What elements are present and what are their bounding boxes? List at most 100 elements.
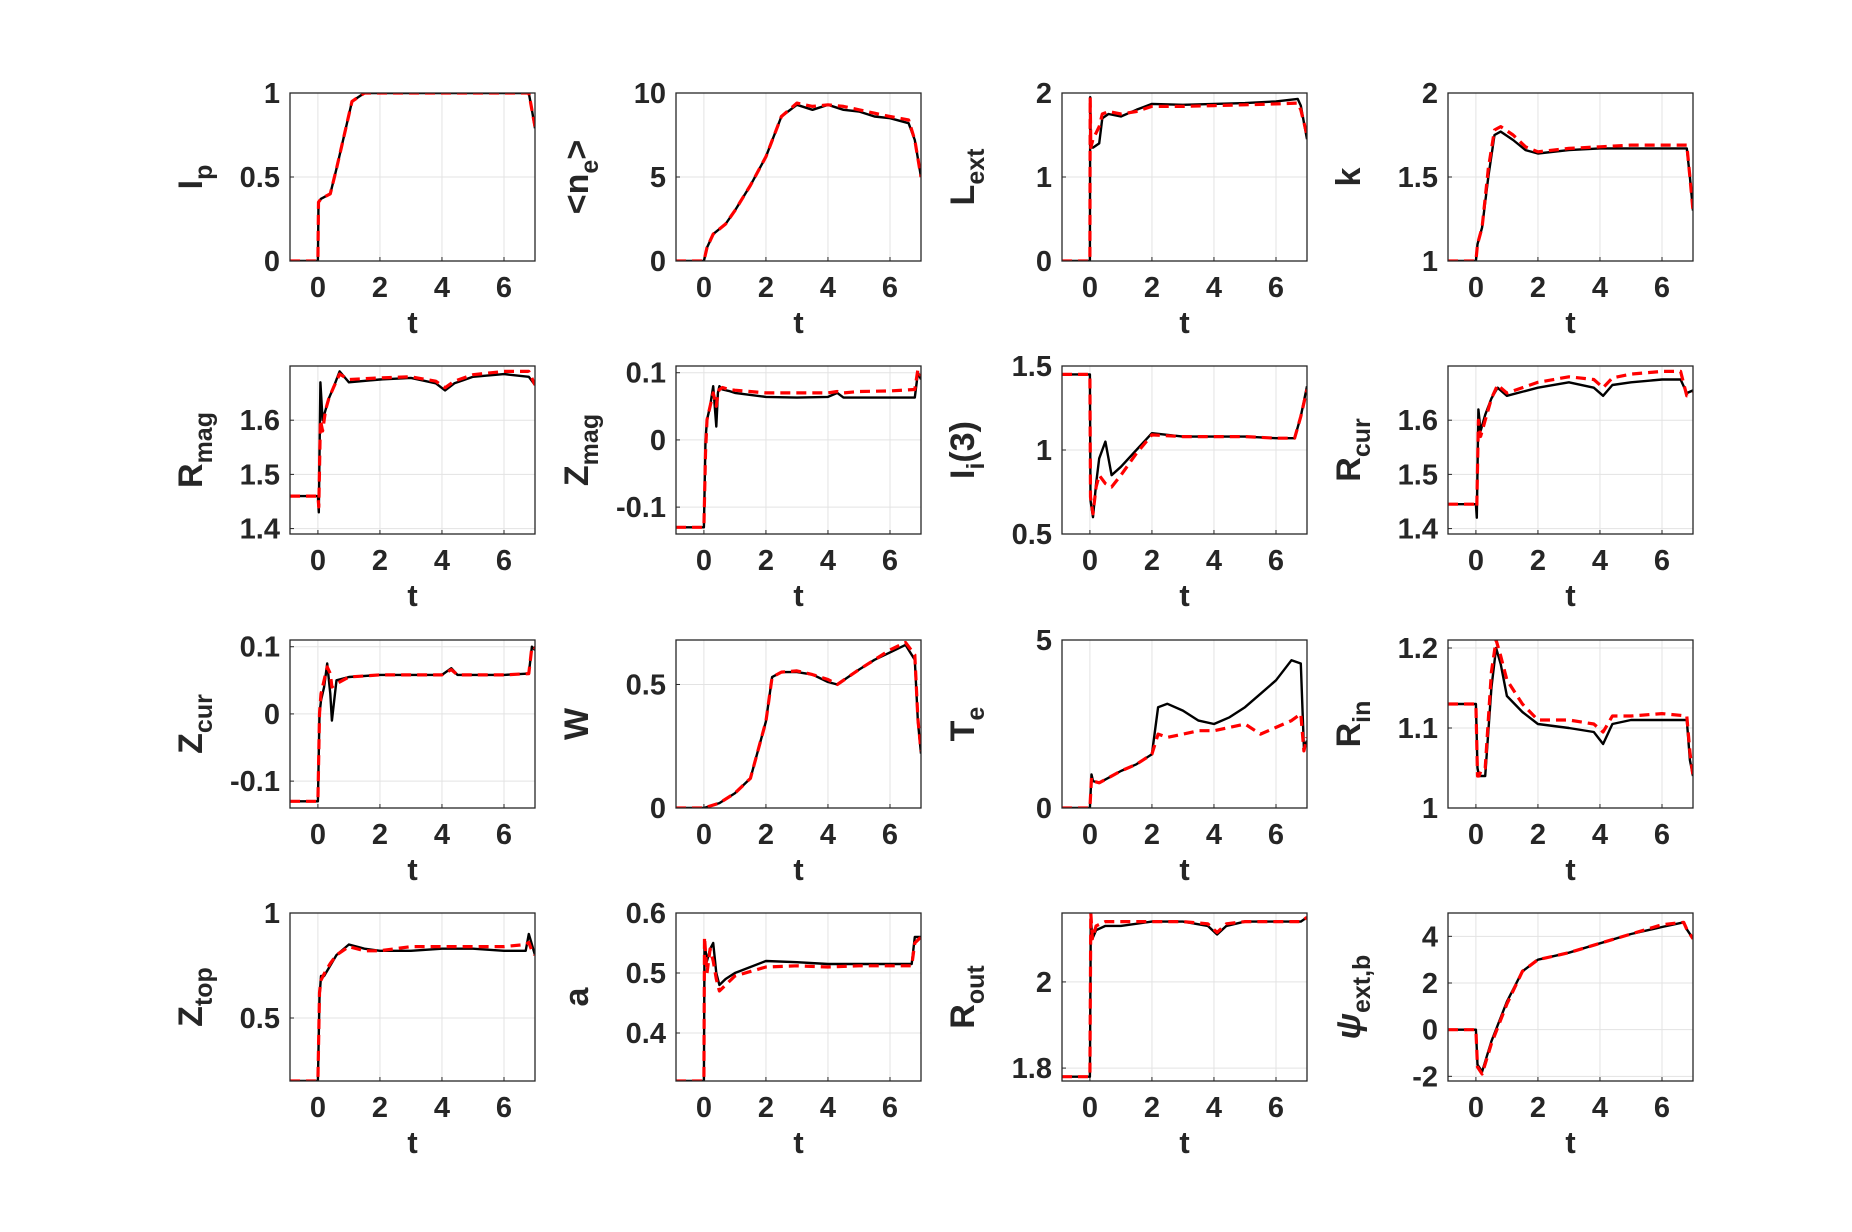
subplot-13: 0 2 4 6 0.4 0.5 0.6 t a [558, 898, 922, 1160]
y-tick-label: 2 [1422, 968, 1438, 1000]
y-label-subscript: ext,b [1348, 955, 1376, 1013]
axes-frame [1447, 912, 1694, 1082]
y-tick-label: 1.2 [1398, 633, 1438, 665]
x-tick-label: 0 [310, 819, 326, 851]
x-tick-label: 6 [1654, 1092, 1670, 1124]
x-tick-label: 4 [1206, 1092, 1222, 1124]
x-tick-label: 0 [1082, 819, 1098, 851]
y-tick-label: 1.5 [240, 459, 280, 491]
axes-frame [1447, 365, 1694, 535]
y-tick-label: 1.6 [240, 405, 280, 437]
y-tick-label: 0.5 [240, 1003, 280, 1035]
axes-frame [289, 365, 536, 535]
x-tick-label: 0 [696, 819, 712, 851]
axes-frame [1061, 92, 1308, 262]
y-tick-label: 1.8 [1012, 1053, 1052, 1085]
x-tick-label: 6 [496, 545, 512, 577]
y-tick-label: -0.1 [616, 492, 666, 524]
y-label-main: I [172, 180, 210, 189]
axes-frame [1447, 92, 1694, 262]
x-tick-label: 0 [696, 545, 712, 577]
x-tick-label: 6 [882, 819, 898, 851]
x-tick-label: 6 [1268, 545, 1284, 577]
y-tick-label: 0 [264, 246, 280, 278]
x-tick-label: 6 [1268, 1092, 1284, 1124]
y-label-main: R [1330, 457, 1368, 482]
x-tick-label: 4 [1592, 1092, 1608, 1124]
y-tick-label: 2 [1422, 78, 1438, 110]
axes-frame [675, 912, 922, 1082]
axes-frame [675, 639, 922, 809]
x-tick-label: 4 [820, 819, 836, 851]
y-axis-label: Ip [172, 165, 218, 190]
x-tick-label: 2 [372, 272, 388, 304]
axes-frame [289, 92, 536, 262]
y-label-main: T [944, 720, 982, 741]
x-tick-label: 0 [696, 272, 712, 304]
y-axis-label: Ztop [172, 967, 218, 1027]
y-tick-label: -2 [1412, 1061, 1438, 1093]
axes-frame [289, 639, 536, 809]
y-tick-label: 1 [1422, 793, 1438, 825]
x-tick-label: 4 [434, 819, 450, 851]
y-tick-label: -0.1 [230, 766, 280, 798]
x-axis-label: t [1565, 852, 1575, 887]
x-axis-label: t [1565, 578, 1575, 613]
series-line-model [290, 370, 535, 514]
series-line-reference [1448, 369, 1693, 509]
y-tick-label: 1 [1036, 435, 1052, 467]
y-tick-label: 1 [1036, 162, 1052, 194]
y-tick-label: 0.1 [626, 358, 666, 390]
series-line-model [676, 643, 921, 808]
x-tick-label: 2 [1530, 1092, 1546, 1124]
y-label-main: Z [172, 733, 210, 754]
subplot-6: 0 2 4 6 0.5 1 1.5 t Ii(3) [944, 351, 1308, 613]
y-tick-label: 1.5 [1398, 459, 1438, 491]
y-axis-label: Rmag [172, 412, 218, 488]
subplot-11: 0 2 4 6 1 1.1 1.2 t Rin [1330, 633, 1694, 887]
y-label-main: k [1330, 167, 1368, 186]
y-label-subscript: e [962, 707, 990, 721]
y-label-main: Z [558, 465, 596, 486]
x-tick-label: 2 [1530, 819, 1546, 851]
y-label-main: I [944, 470, 982, 479]
y-axis-label: k [1330, 167, 1368, 186]
series-line-reference [676, 640, 921, 808]
subplot-10: 0 2 4 6 0 5 t Te [944, 625, 1308, 887]
x-tick-label: 4 [1592, 272, 1608, 304]
y-label-subscript: i [962, 463, 990, 470]
y-label-main: Z [172, 1006, 210, 1027]
y-label-subscript: p [190, 165, 218, 180]
y-tick-label: 0.4 [626, 1018, 666, 1050]
y-label-subscript: cur [190, 694, 218, 733]
x-tick-label: 4 [1592, 819, 1608, 851]
x-tick-label: 0 [1468, 272, 1484, 304]
y-tick-label: 1 [264, 898, 280, 930]
series-line-reference [676, 367, 921, 529]
y-tick-label: 5 [1036, 625, 1052, 657]
y-tick-label: 1 [1422, 246, 1438, 278]
series-line-model [676, 371, 921, 529]
series-line-model [1448, 646, 1693, 778]
x-tick-label: 2 [1144, 1092, 1160, 1124]
x-tick-label: 4 [1592, 545, 1608, 577]
x-tick-label: 6 [496, 1092, 512, 1124]
y-tick-label: 2 [1036, 78, 1052, 110]
y-label-tail: (3) [944, 421, 982, 463]
x-tick-label: 2 [1144, 545, 1160, 577]
x-tick-label: 4 [820, 272, 836, 304]
series-line-reference [290, 93, 535, 261]
axes-frame [1447, 639, 1694, 809]
subplot-12: 0 2 4 6 0.5 1 t Ztop [172, 898, 536, 1160]
y-tick-label: 1.1 [1398, 713, 1438, 745]
subplot-5: 0 2 4 6 -0.1 0 0.1 t Zmag [558, 358, 922, 613]
y-label-main: R [1330, 723, 1368, 748]
series-line-model [1448, 378, 1693, 519]
series-line-reference [1062, 95, 1307, 261]
y-label-subscript: out [962, 965, 990, 1005]
x-tick-label: 2 [1530, 545, 1546, 577]
subplot-8: 0 2 4 6 -0.1 0 0.1 t Zcur [172, 632, 536, 887]
axes-frame [675, 92, 922, 262]
series-line-reference [1062, 372, 1307, 516]
